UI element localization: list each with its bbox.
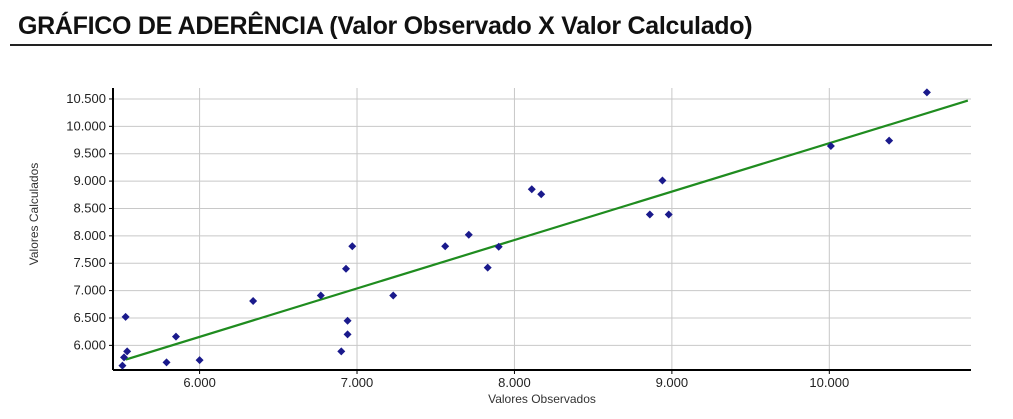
title-divider — [10, 44, 992, 46]
y-tick-label: 7.000 — [73, 283, 106, 298]
data-point — [337, 347, 346, 356]
plot-area — [113, 88, 971, 370]
data-point — [123, 347, 132, 356]
data-point — [527, 185, 536, 194]
page-title: GRÁFICO DE ADERÊNCIA (Valor Observado X … — [18, 12, 753, 40]
data-point — [483, 263, 492, 272]
data-point — [389, 291, 398, 300]
data-point — [249, 297, 258, 306]
trendline — [125, 99, 969, 361]
data-point — [464, 230, 473, 239]
y-tick-label: 8.000 — [73, 228, 106, 243]
data-point — [885, 136, 894, 145]
data-point — [343, 316, 352, 325]
x-axis-title: Valores Observados — [488, 392, 596, 406]
y-axis-title: Valores Calculados — [27, 163, 41, 266]
data-point — [494, 242, 503, 251]
x-tick-label: 9.000 — [656, 375, 689, 390]
data-point — [922, 88, 931, 97]
data-point — [121, 312, 130, 321]
data-point — [826, 142, 835, 151]
data-point — [162, 358, 171, 367]
y-tick-label: 8.500 — [73, 200, 106, 215]
data-point — [645, 210, 654, 219]
data-point — [171, 332, 180, 341]
data-point — [537, 190, 546, 199]
data-point — [664, 210, 673, 219]
y-tick-label: 9.000 — [73, 173, 106, 188]
grid-lines — [113, 88, 971, 370]
data-point — [195, 356, 204, 365]
data-point — [316, 291, 325, 300]
trendline-group — [125, 99, 969, 361]
x-tick-label: 7.000 — [341, 375, 374, 390]
x-tick-label: 6.000 — [183, 375, 216, 390]
x-tick-label: 10.000 — [809, 375, 849, 390]
data-point — [118, 361, 127, 370]
x-tick-labels: 6.000 7.000 8.000 9.000 10.000 — [183, 370, 849, 390]
y-tick-labels: 6.000 6.500 7.000 7.500 8.000 8.500 9.000 9.500… — [66, 91, 113, 352]
x-tick-label: 8.000 — [498, 375, 531, 390]
y-tick-label: 7.500 — [73, 255, 106, 270]
data-point — [441, 242, 450, 251]
data-point — [341, 264, 350, 273]
y-tick-label: 9.500 — [73, 146, 106, 161]
data-point — [120, 353, 129, 362]
data-point — [343, 330, 352, 339]
y-tick-label: 6.500 — [73, 310, 106, 325]
y-tick-label: 10.500 — [66, 91, 106, 106]
y-tick-label: 10.000 — [66, 118, 106, 133]
y-tick-label: 6.000 — [73, 337, 106, 352]
data-point — [348, 242, 357, 251]
data-point — [658, 176, 667, 185]
data-points — [118, 88, 931, 370]
